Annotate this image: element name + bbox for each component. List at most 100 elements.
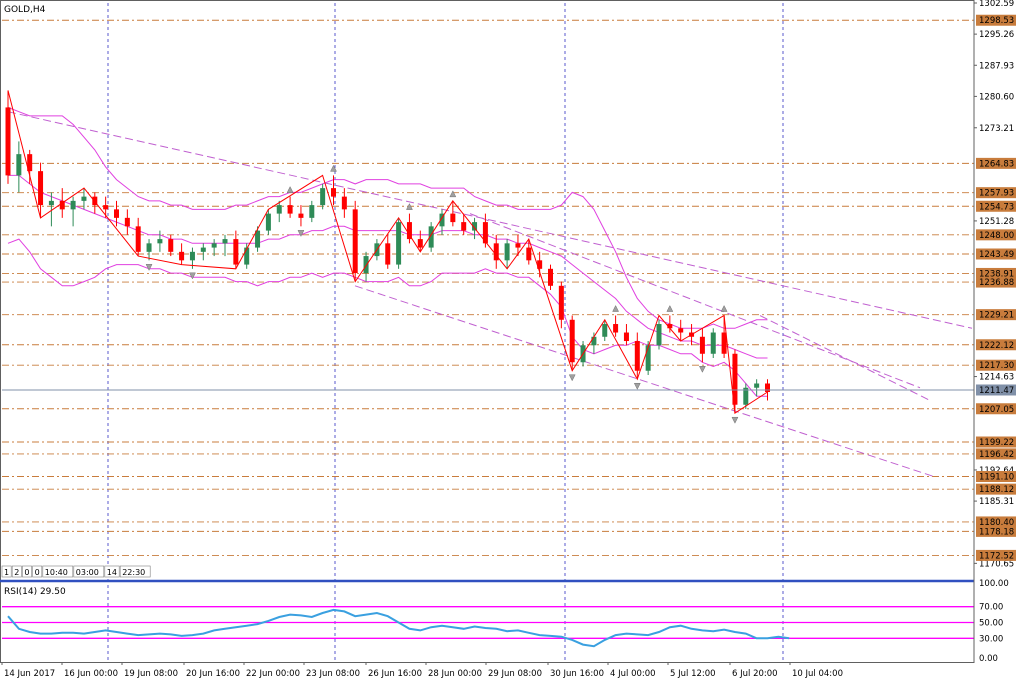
candle-body bbox=[743, 387, 749, 405]
channel-line bbox=[354, 285, 936, 478]
time-tick-label: 10 Jul 04:00 bbox=[792, 669, 843, 679]
price-tick-label: 1185.31 bbox=[979, 497, 1014, 507]
rsi-line bbox=[7, 608, 790, 648]
candle-body bbox=[439, 213, 445, 227]
fractal-down-marker bbox=[297, 230, 305, 237]
time-tick-label: 29 Jun 08:00 bbox=[488, 669, 542, 679]
period-button-label: 1 bbox=[4, 568, 9, 577]
candle-body bbox=[124, 217, 130, 227]
candle-body bbox=[276, 205, 282, 214]
rsi-tick-label: 100.00 bbox=[979, 579, 1009, 589]
time-tick-label: 23 Jun 08:00 bbox=[306, 669, 360, 679]
candle-body bbox=[504, 243, 510, 261]
level-tag-label: 1248.00 bbox=[979, 231, 1014, 241]
candle-body bbox=[146, 243, 152, 252]
time-tick-label: 6 Jul 20:00 bbox=[732, 669, 778, 679]
rsi-tick-label: 70.00 bbox=[979, 603, 1003, 613]
candle-body bbox=[450, 213, 456, 223]
candle-body bbox=[27, 154, 33, 172]
time-tick-label: 5 Jul 12:00 bbox=[670, 669, 716, 679]
level-tag-label: 1172.52 bbox=[979, 551, 1014, 561]
period-button[interactable] bbox=[42, 565, 74, 578]
price-tick-label: 1280.60 bbox=[979, 92, 1014, 102]
candle-body bbox=[472, 222, 478, 231]
period-button[interactable] bbox=[32, 565, 43, 578]
candle-body bbox=[255, 230, 261, 248]
price-tick-label: 1287.93 bbox=[979, 61, 1014, 71]
fractal-down-marker bbox=[189, 272, 196, 280]
fractal-up-marker bbox=[612, 304, 620, 312]
level-tag-box bbox=[976, 309, 1016, 321]
period-button[interactable] bbox=[119, 565, 151, 578]
time-tick-label: 16 Jun 00:00 bbox=[64, 669, 118, 679]
candle-body bbox=[48, 200, 54, 206]
fractal-up-marker bbox=[449, 190, 457, 198]
level-tag-box bbox=[976, 157, 1016, 169]
level-tag-box bbox=[976, 436, 1016, 448]
candle-body bbox=[16, 154, 22, 176]
level-tag-box bbox=[976, 359, 1016, 371]
price-tick-label: 1273.21 bbox=[979, 124, 1014, 134]
level-tag-box bbox=[976, 187, 1016, 199]
candle-body bbox=[428, 226, 434, 248]
trend-channels bbox=[7, 111, 973, 478]
candle-body bbox=[200, 247, 206, 252]
period-button[interactable] bbox=[73, 565, 105, 578]
time-tick-label: 26 Jun 16:00 bbox=[368, 669, 422, 679]
level-tag-label: 1298.53 bbox=[979, 16, 1014, 26]
candle-body bbox=[363, 256, 369, 274]
period-button[interactable] bbox=[22, 565, 32, 578]
candle-body bbox=[634, 341, 640, 371]
level-tag-label: 1238.91 bbox=[979, 269, 1014, 279]
chart-symbol-title: GOLD,H4 bbox=[4, 5, 46, 15]
period-buttons[interactable]: 1 2 0 0 10:40 03:00 14 22:30 bbox=[1, 565, 151, 578]
candle-body bbox=[331, 188, 336, 197]
candle-body bbox=[569, 319, 575, 363]
candle-body bbox=[645, 345, 651, 371]
candle-body bbox=[352, 209, 358, 274]
time-tick-label: 28 Jun 00:00 bbox=[428, 669, 482, 679]
fractal-down-marker bbox=[568, 374, 576, 382]
horizontal-levels bbox=[2, 19, 974, 556]
level-tag-label: 1178.18 bbox=[979, 527, 1014, 537]
candle-body bbox=[244, 247, 250, 265]
candle-body bbox=[59, 200, 65, 210]
zigzag-indicator bbox=[7, 90, 768, 415]
candle-body bbox=[179, 251, 185, 261]
rsi-title: RSI(14) 29.50 bbox=[4, 587, 66, 597]
time-tick-label: 22 Jun 00:00 bbox=[246, 669, 300, 679]
level-tag-box bbox=[976, 276, 1016, 288]
period-button[interactable] bbox=[11, 565, 22, 578]
level-tag-label: 1222.12 bbox=[979, 341, 1014, 351]
current-price-box bbox=[976, 384, 1016, 396]
candle-body bbox=[38, 171, 44, 206]
candle-body bbox=[5, 107, 11, 176]
fractal-markers bbox=[145, 164, 739, 424]
candle-body bbox=[656, 324, 662, 346]
period-button[interactable] bbox=[104, 565, 120, 578]
price-tick-label: 1170.65 bbox=[979, 559, 1014, 569]
candle-body bbox=[515, 243, 521, 248]
candle-body bbox=[189, 251, 195, 261]
candle-body bbox=[754, 383, 760, 388]
level-tag-box bbox=[976, 525, 1016, 537]
fractal-up-marker bbox=[330, 164, 337, 172]
zigzag-line bbox=[7, 90, 768, 415]
price-tick-label: 1302.59 bbox=[979, 0, 1014, 9]
rsi-tick-label: 30.00 bbox=[979, 634, 1003, 644]
rsi-tick-label: 0.00 bbox=[979, 654, 998, 664]
level-tag-label: 1243.49 bbox=[979, 250, 1014, 260]
bollinger-bands bbox=[7, 106, 768, 397]
candle-body bbox=[385, 243, 391, 265]
level-tag-label: 1196.42 bbox=[979, 450, 1014, 460]
period-button[interactable] bbox=[1, 565, 12, 578]
time-tick-label: 30 Jun 16:00 bbox=[550, 669, 604, 679]
candle-body bbox=[222, 239, 228, 244]
price-tick-label: 1295.26 bbox=[979, 30, 1014, 40]
level-tag-box bbox=[976, 248, 1016, 260]
period-button-label: 10:40 bbox=[45, 568, 68, 577]
candle-body bbox=[558, 285, 564, 320]
level-tag-label: 1254.73 bbox=[979, 202, 1014, 212]
